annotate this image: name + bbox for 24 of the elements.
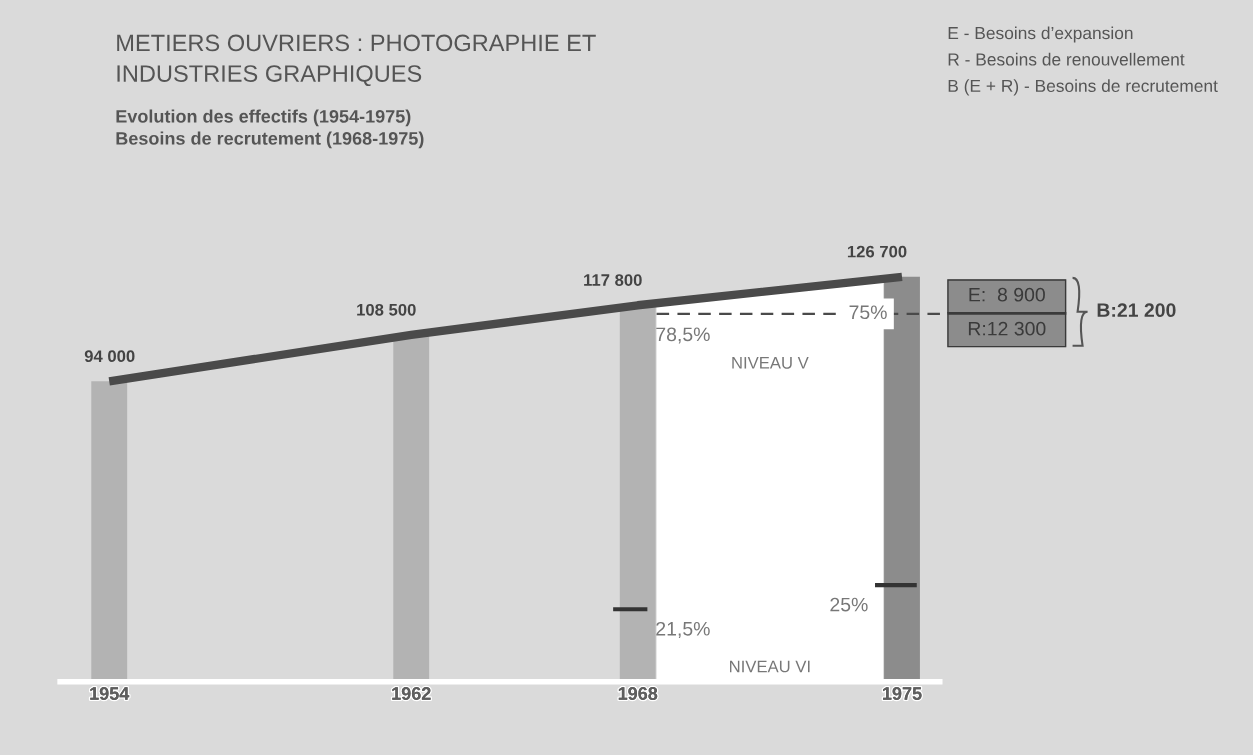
x-tick-label: 1962 [392,687,431,700]
chart-subtitle: Evolution des effectifs (1954-1975) Besoins de recrutement (1968-1975) [116,109,424,149]
annotation: 21,5% [656,621,710,638]
annotation: NIVEAU V [732,357,809,369]
text: E: 8 900 [969,287,1045,302]
annotation: 25% [830,597,868,612]
data-label: 108 500 [357,303,416,316]
bar [91,381,128,682]
annotation: NIVEAU VI [730,660,810,673]
x-tick-label: 1954 [90,687,130,700]
text: E - Besoins d’expansion [948,26,1133,43]
annotation: 75% [849,305,887,320]
x-tick-label: 1968 [618,687,658,700]
chart-title: METIERS OUVRIERS : PHOTOGRAPHIE ET INDUSTRIES GRAPHIQUES [117,34,596,87]
text: B:21 200 [1097,303,1176,318]
data-label: 94 000 [84,350,135,363]
x-tick-label: 1975 [883,687,922,700]
text: R - Besoins de renouvellement [948,52,1185,66]
data-label: 126 700 [847,245,907,258]
text: B (E + R) - Besoins de recrutement [948,79,1218,96]
annotation: 78,5% [656,327,710,344]
text: R:12 300 [968,321,1046,336]
bar [393,334,430,682]
data-label: 117 800 [584,274,642,286]
